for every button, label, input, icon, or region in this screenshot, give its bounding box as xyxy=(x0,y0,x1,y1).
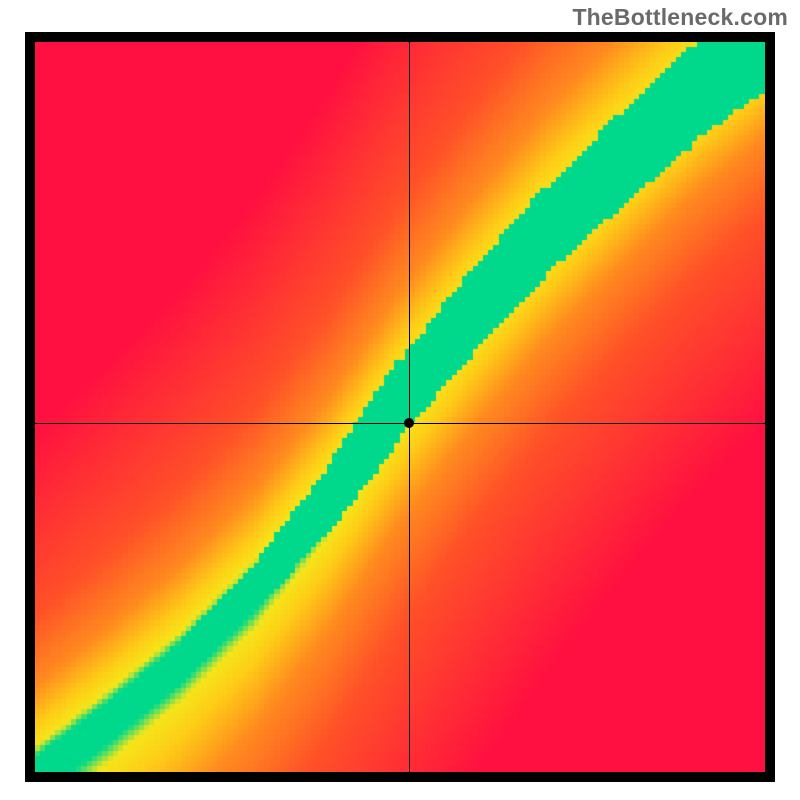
bottleneck-heatmap xyxy=(35,42,765,772)
crosshair-horizontal xyxy=(35,423,765,424)
crosshair-point xyxy=(404,418,414,428)
attribution-text: TheBottleneck.com xyxy=(572,4,788,31)
crosshair-vertical xyxy=(409,42,410,772)
plot-frame xyxy=(25,32,775,782)
chart-container: TheBottleneck.com xyxy=(0,0,800,800)
